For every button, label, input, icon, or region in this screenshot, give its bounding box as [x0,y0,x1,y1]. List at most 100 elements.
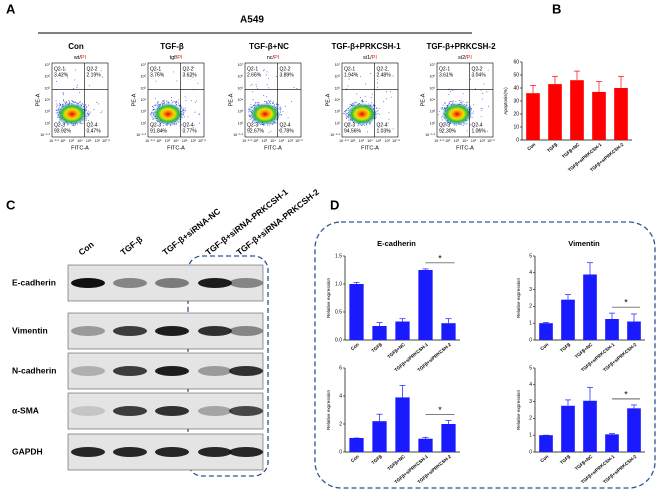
event-dot [57,104,59,106]
quadrant-name: Q2-1 [150,66,161,72]
event-dot [279,109,281,111]
event-dot [270,102,272,104]
event-dot [78,103,79,104]
event-dot [345,114,347,116]
y-tick-label: 10³ [238,110,244,114]
event-dot [372,93,374,95]
plot-frame [244,62,302,138]
bar [627,408,641,452]
event-dot [152,117,154,119]
y-tick-label: 10⁶ [335,75,341,79]
event-dot [190,100,192,102]
y-tick-label: 10⁷ [238,63,244,67]
row-label: α-SMA [12,405,39,415]
row-label: E-cadherin [12,277,56,287]
event-dot [74,69,76,71]
band [155,447,189,457]
event-dot [473,104,475,106]
event-dot [249,116,251,118]
x-tick-label: 10⁻²·⁸ [434,139,444,143]
band [113,406,147,416]
x-tick-label: Con [350,454,360,464]
event-dot [438,114,440,116]
y-tick-label: 10⁻¹·⁸ [233,133,243,137]
event-dot [155,80,157,82]
event-dot [359,97,361,99]
event-dot [58,106,60,108]
event-dot [61,103,63,105]
event-dot [448,123,450,125]
event-dot [441,119,443,121]
event-dot [445,74,447,76]
event-dot [180,106,182,108]
event-dot [77,102,79,104]
x-tick-label: 10³ [69,139,75,143]
event-dot [361,125,363,126]
y-tick-label: 4 [339,393,342,399]
band [71,326,105,336]
event-dot [361,100,363,102]
sample-label: tgf/PI [170,55,183,61]
x-tick-label: Con [539,454,549,464]
event-dot [362,101,364,103]
event-dot [455,100,457,102]
event-dot [460,100,462,102]
event-dot [452,101,454,103]
event-dot [80,122,82,124]
event-dot [86,116,88,118]
event-dot [346,118,347,119]
event-dot [280,108,282,110]
event-dot [348,122,350,124]
event-dot [346,109,347,111]
event-dot [364,124,365,126]
y-tick-label: 6 [339,365,342,371]
event-dot [268,77,270,79]
significance-mark: * [624,389,628,399]
event-dot [180,124,182,126]
x-tick-label: TGFβ [546,142,559,154]
event-dot [345,114,347,116]
event-dot [352,104,353,106]
event-dot [385,91,387,93]
event-dot [352,102,354,104]
event-dot [151,124,153,126]
density-core [250,103,280,125]
y-tick-label: 4 [529,382,532,388]
event-dot [65,101,67,103]
event-dot [266,71,268,73]
x-tick-label: TGFβ+NC [574,341,594,359]
event-dot [444,102,446,104]
y-axis-label: PE-A [228,93,234,106]
bar [372,326,387,340]
event-dot [196,100,198,102]
bar [561,299,575,340]
event-dot [272,102,274,104]
quadrant-name: Q2-4 [86,122,97,128]
event-dot [376,78,378,80]
y-tick-label: 10⁴ [237,98,243,102]
event-dot [76,86,78,88]
event-dot [445,124,447,126]
event-dot [287,117,289,119]
event-dot [57,128,58,130]
event-dot [171,100,173,101]
band [113,447,147,457]
event-dot [475,88,477,90]
quadrant-percent: 3.04% [471,72,486,78]
quadrant-percent: 3.42% [54,72,69,78]
y-tick-label: 2 [529,416,532,422]
event-dot [481,98,483,100]
event-dot [279,111,281,113]
event-dot [263,70,265,72]
y-tick-label: 10⁻¹·⁸ [40,133,50,137]
quadrant-name: Q2-4 [182,122,193,128]
event-dot [199,113,201,115]
event-dot [176,101,178,103]
panel-label: D [330,197,339,212]
event-dot [265,74,267,76]
event-dot [373,104,375,106]
event-dot [171,102,173,104]
event-dot [56,103,58,105]
band [155,278,189,288]
x-tick-label: TGFβ [371,454,384,466]
